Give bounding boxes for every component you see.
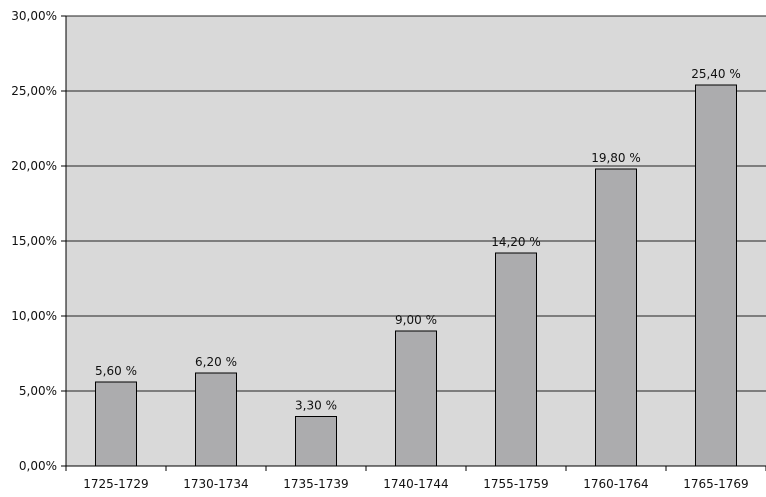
x-tick-label: 1735-1739 [283, 477, 348, 491]
bar-1730-1734 [195, 372, 237, 467]
data-label: 9,00 % [395, 313, 437, 327]
bar-1755-1759 [495, 252, 537, 467]
x-tick-label: 1765-1769 [683, 477, 748, 491]
data-label: 19,80 % [591, 151, 641, 165]
bar-1760-1764 [595, 168, 637, 467]
y-tick-label: 25,00% [11, 84, 57, 98]
x-tick-label: 1760-1764 [583, 477, 648, 491]
bar-1735-1739 [295, 416, 337, 467]
y-tick-label: 10,00% [11, 309, 57, 323]
y-tick-label: 0,00% [19, 459, 57, 473]
data-label: 6,20 % [195, 355, 237, 369]
x-axis: 1725-1729 1730-1734 1735-1739 1740-1744 1755… [65, 465, 766, 491]
bar-1765-1769 [695, 84, 737, 467]
bar-1740-1744 [395, 330, 437, 467]
y-tick-label: 20,00% [11, 159, 57, 173]
data-label: 5,60 % [95, 364, 137, 378]
bar-1725-1729 [95, 381, 137, 467]
y-tick-label: 15,00% [11, 234, 57, 248]
x-tick-label: 1740-1744 [383, 477, 448, 491]
data-label: 14,20 % [491, 235, 541, 249]
y-axis: 0,00% 5,00% 10,00% 15,00% 20,00% 25,00% 30,00% [11, 9, 67, 473]
x-tick-label: 1725-1729 [83, 477, 148, 491]
data-labels: 5,60 % 6,20 % 3,30 % 9,00 % 14,20 % 19,80 % 25… [95, 67, 741, 413]
y-tick-label: 5,00% [19, 384, 57, 398]
x-tick-label: 1730-1734 [183, 477, 248, 491]
data-label: 3,30 % [295, 399, 337, 413]
data-label: 25,40 % [691, 67, 741, 81]
y-tick-label: 30,00% [11, 9, 57, 23]
x-tick-label: 1755-1759 [483, 477, 548, 491]
bars [95, 84, 737, 467]
